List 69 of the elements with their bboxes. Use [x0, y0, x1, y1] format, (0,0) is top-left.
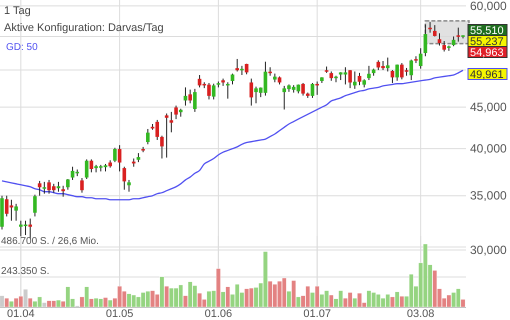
candlestick	[212, 83, 216, 100]
annotation: 1 Tag	[4, 5, 31, 17]
candlestick	[418, 48, 422, 70]
candlestick	[188, 89, 192, 104]
candlestick	[226, 82, 230, 100]
line-series	[1, 70, 464, 200]
y-tick-label: 30,000	[470, 243, 508, 257]
candlestick	[136, 152, 140, 163]
candlestick	[432, 24, 437, 37]
candlestick	[90, 158, 94, 173]
candlestick	[240, 65, 244, 76]
candlestick	[61, 185, 65, 198]
candlestick	[193, 88, 197, 112]
candlestick	[315, 81, 319, 96]
annotation: 243.350 S.	[1, 266, 50, 277]
candlestick	[14, 203, 18, 222]
candlestick	[160, 135, 164, 159]
candlestick	[66, 178, 70, 190]
candlestick	[235, 58, 240, 72]
candlestick	[42, 181, 46, 194]
text: 55,237	[470, 36, 504, 48]
candlestick	[230, 73, 234, 85]
y-tick-label: 60,000	[470, 0, 508, 13]
annotation: Aktive Konfiguration: Darvas/Tag	[4, 22, 164, 34]
candlestick	[442, 40, 446, 52]
candlestick	[310, 82, 314, 98]
candlestick	[452, 36, 456, 47]
candlestick	[127, 179, 131, 192]
text: 54,963	[470, 47, 504, 59]
x-tick-label: 03.08	[406, 308, 434, 320]
x-tick-label: 01.04	[7, 308, 35, 320]
candlestick	[358, 72, 362, 86]
candlestick	[456, 27, 460, 42]
candlestick	[184, 86, 188, 106]
candlestick	[438, 32, 442, 46]
candlestick	[122, 166, 126, 190]
candlestick	[250, 78, 254, 106]
candlestick	[395, 64, 399, 82]
x-tick-label: 01.05	[106, 308, 134, 320]
candlestick	[174, 105, 178, 120]
y-tick-label: 45,000	[470, 100, 508, 114]
candlestick	[301, 82, 305, 96]
candlestick	[367, 65, 371, 81]
candlestick	[84, 158, 88, 180]
candlestick	[113, 147, 117, 163]
x-tick-label: 01.07	[303, 308, 331, 320]
candlestick	[353, 70, 357, 90]
x-tick-label: 01.06	[204, 308, 232, 320]
text: 49,961	[470, 69, 504, 81]
annotation: 486.700 S. / 26,6 Mio.	[1, 236, 99, 247]
candlestick	[170, 111, 174, 133]
y-tick-label: 40,000	[470, 142, 508, 156]
candlestick	[390, 70, 394, 84]
candlestick	[164, 112, 168, 158]
candlestick	[4, 195, 9, 217]
candlestick	[80, 178, 84, 194]
candlestick	[282, 85, 286, 110]
candlestick	[329, 70, 334, 82]
text: GD: 50	[6, 42, 38, 53]
candlestick	[428, 22, 432, 34]
candlestick	[33, 194, 37, 217]
candlestick	[348, 70, 352, 89]
candlestick	[146, 128, 150, 145]
candlestick	[424, 24, 428, 57]
candlestick	[28, 218, 32, 239]
y-tick-label: 35,000	[470, 188, 508, 203]
candlestick	[118, 144, 122, 172]
text: 55,510	[470, 25, 504, 37]
candlestick	[409, 59, 414, 81]
